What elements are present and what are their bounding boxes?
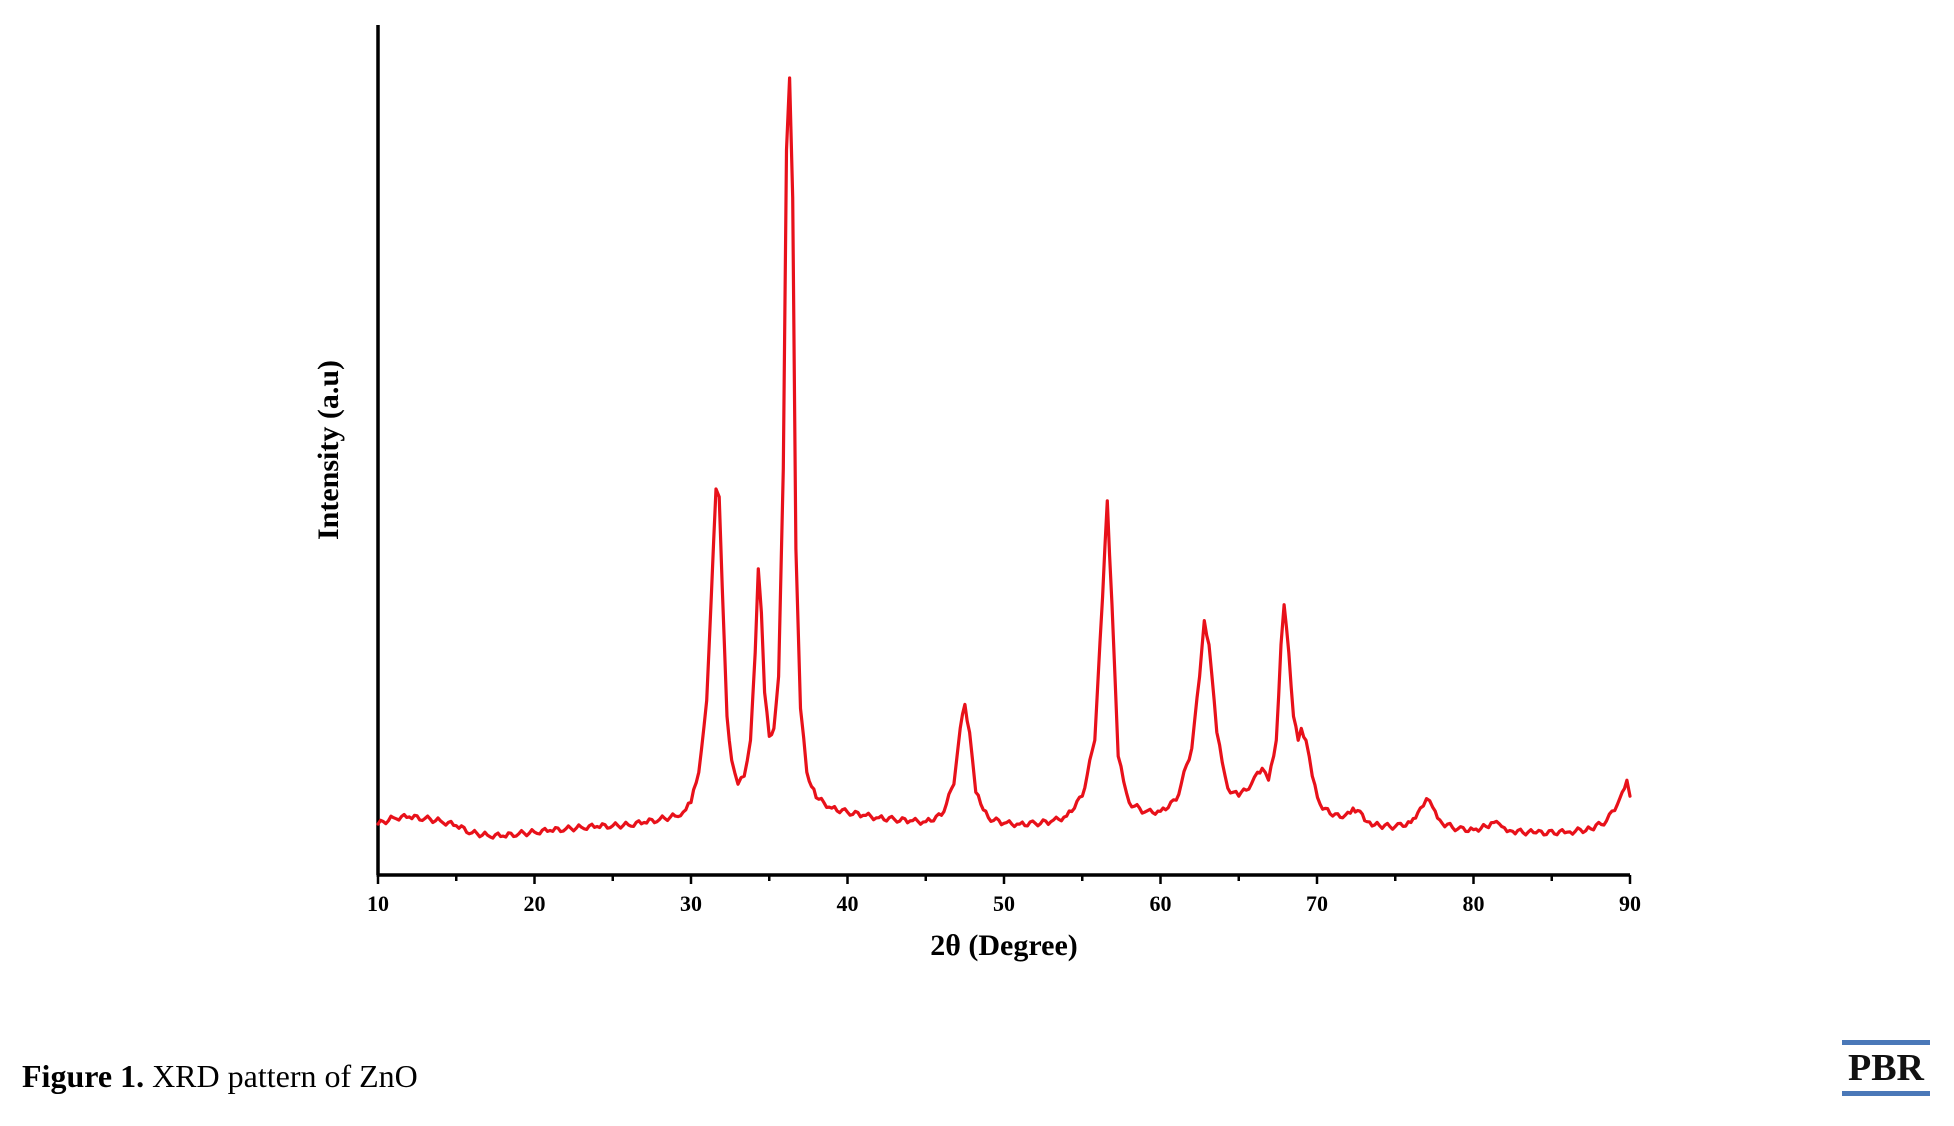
labels-layer: 10 20 30 40 50 60 70 80 90 2θ (Degree) Intensity (…: [312, 360, 1641, 962]
logo-top-bar: [1842, 1040, 1930, 1045]
x-tick-label: 80: [1463, 891, 1485, 916]
x-tick-label: 30: [680, 891, 702, 916]
x-tick-label: 50: [993, 891, 1015, 916]
xrd-series-line: [376, 76, 1632, 840]
x-tick-label: 90: [1619, 891, 1641, 916]
ticks-layer: [376, 875, 1632, 884]
x-tick-label: 10: [367, 891, 389, 916]
logo-text: PBR: [1848, 1047, 1924, 1089]
x-tick-label: 70: [1306, 891, 1328, 916]
figure-caption: Figure 1. XRD pattern of ZnO: [22, 1058, 418, 1095]
chart-svg: 10 20 30 40 50 60 70 80 90 2θ (Degree) Intensity (…: [312, 25, 1641, 962]
logo-bottom-bar: [1842, 1091, 1930, 1096]
caption-label: Figure 1.: [22, 1058, 145, 1094]
x-tick-label: 60: [1150, 891, 1172, 916]
xrd-chart: 10 20 30 40 50 60 70 80 90 2θ (Degree) Intensity (…: [312, 25, 1641, 962]
axes-layer: [376, 25, 1630, 877]
x-tick-label: 40: [837, 891, 859, 916]
caption-text: XRD pattern of ZnO: [144, 1058, 418, 1094]
pbr-logo: PBR: [1842, 1040, 1930, 1098]
x-axis-label: 2θ (Degree): [930, 929, 1078, 962]
x-tick-label: 20: [524, 891, 546, 916]
y-axis-label: Intensity (a.u): [312, 360, 345, 540]
